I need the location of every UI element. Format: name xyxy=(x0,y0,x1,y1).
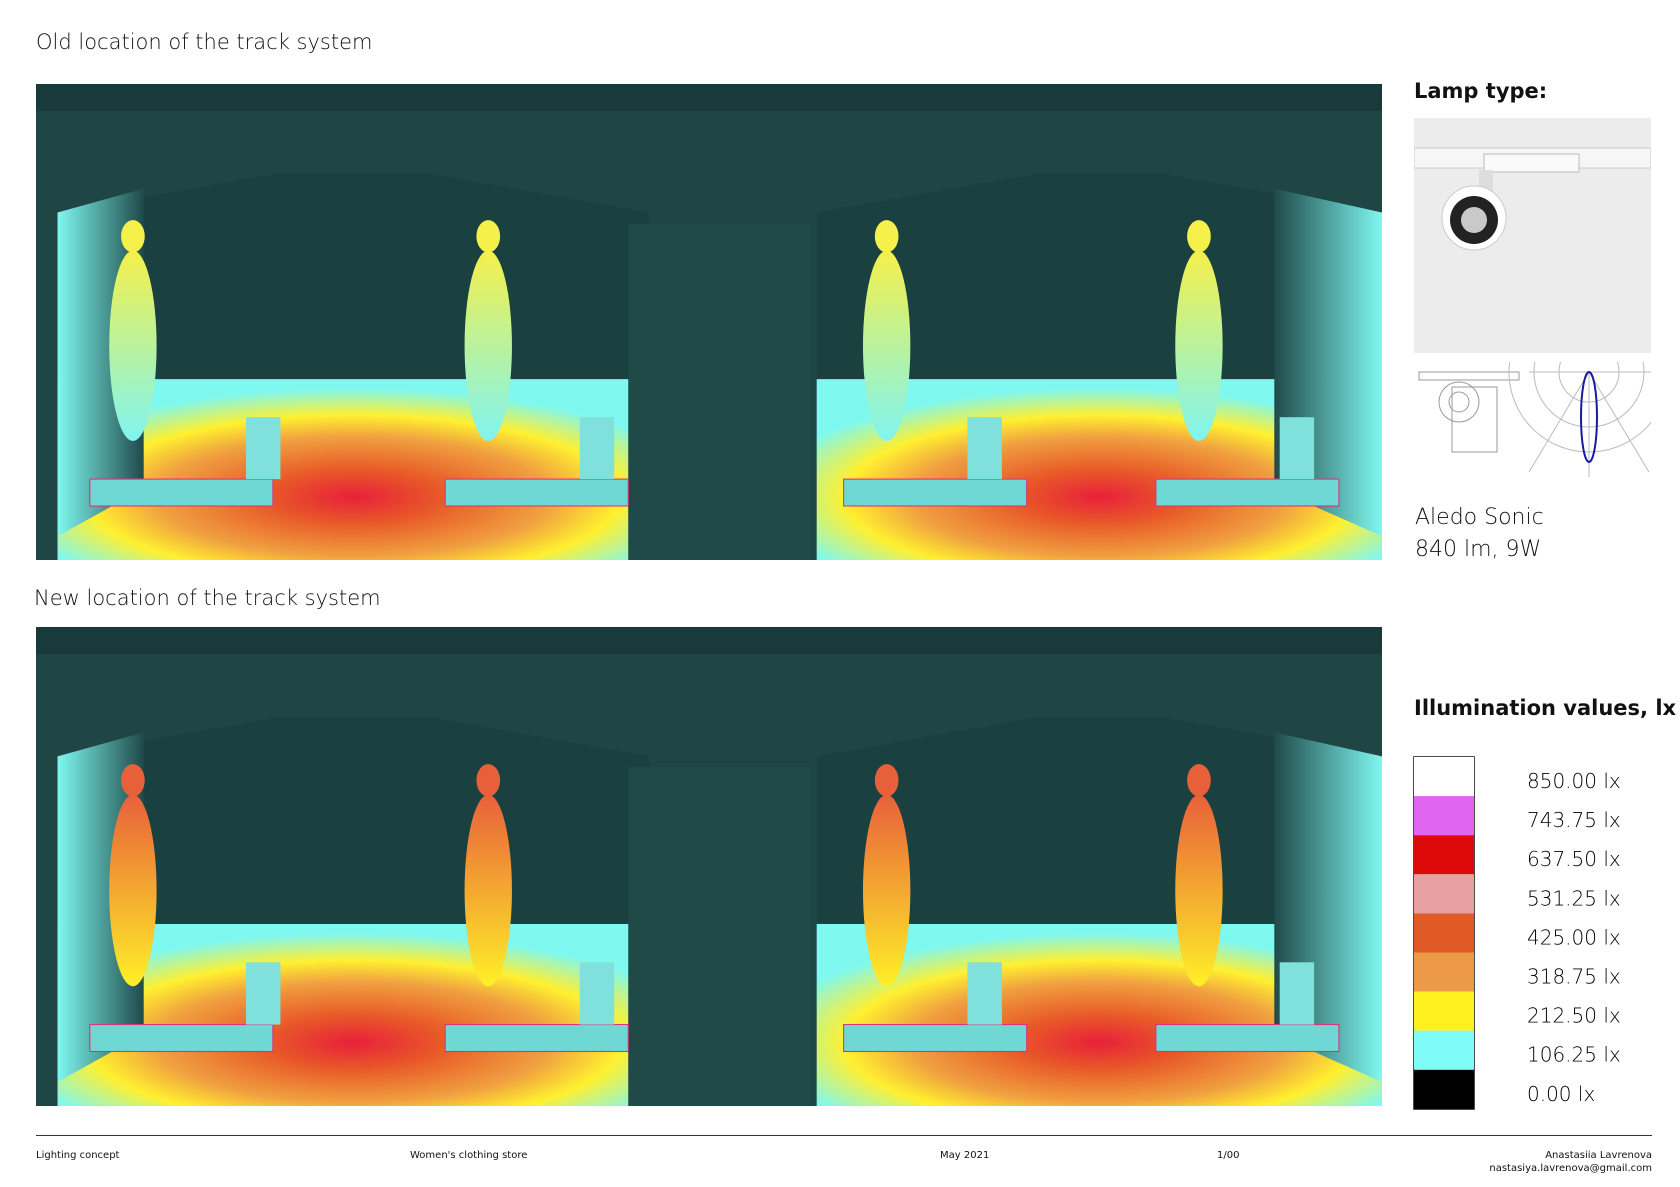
legend-label: 637.50 lx xyxy=(1527,847,1621,871)
figure-body xyxy=(862,250,911,441)
legend-label: 531.25 lx xyxy=(1527,886,1621,910)
legend-swatch xyxy=(1414,757,1474,797)
legend-label: 0.00 lx xyxy=(1527,1082,1595,1106)
figure-body xyxy=(464,794,512,987)
pedestal xyxy=(89,1024,274,1053)
figure-body xyxy=(862,794,911,987)
figure-body xyxy=(109,250,157,441)
legend-swatch xyxy=(1414,835,1474,875)
figure-body xyxy=(464,250,512,441)
pedestal xyxy=(444,478,629,507)
prop xyxy=(579,962,615,1025)
prop xyxy=(1279,962,1315,1025)
figure-head xyxy=(121,764,145,797)
prop xyxy=(245,962,281,1025)
legend-swatch xyxy=(1414,1069,1474,1109)
footer-email: nastasiya.lavrenova@gmail.com xyxy=(1489,1163,1652,1174)
figure-head xyxy=(476,220,501,253)
figure-body xyxy=(109,794,157,987)
column xyxy=(628,224,812,560)
render-old xyxy=(36,84,1382,560)
lamp-heading: Lamp type: xyxy=(1414,79,1548,103)
legend-label: 425.00 lx xyxy=(1527,925,1621,949)
legend-swatch xyxy=(1414,952,1474,992)
lamp-photo xyxy=(1414,118,1651,353)
legend-label: 850.00 lx xyxy=(1527,769,1621,793)
legend-label: 318.75 lx xyxy=(1527,965,1621,989)
legend-swatch xyxy=(1414,796,1474,836)
section-title: Old location of the track system xyxy=(36,30,373,54)
pedestal xyxy=(843,478,1028,507)
pedestal xyxy=(843,1024,1028,1053)
pedestal xyxy=(1155,1024,1340,1053)
legend-label: 212.50 lx xyxy=(1527,1004,1621,1028)
figure-body xyxy=(1175,250,1223,441)
floor xyxy=(57,923,650,1106)
render-new xyxy=(36,627,1382,1106)
legend-label: 106.25 lx xyxy=(1527,1043,1621,1067)
footer-author: Anastasiia Lavrenova xyxy=(1545,1150,1652,1161)
footer-project: Lighting concept xyxy=(36,1150,120,1161)
legend-heading: Illumination values, lx xyxy=(1414,696,1677,720)
lamp-spec: 840 lm, 9W xyxy=(1415,537,1542,562)
figure-head xyxy=(476,764,501,797)
prop xyxy=(579,417,615,480)
prop xyxy=(967,417,1002,480)
legend-swatch xyxy=(1414,874,1474,914)
legend-swatch xyxy=(1414,991,1474,1031)
figure-head xyxy=(121,220,145,253)
floor xyxy=(57,379,650,560)
ceiling xyxy=(36,627,1382,654)
prop xyxy=(1279,417,1315,480)
legend-label: 743.75 lx xyxy=(1527,808,1621,832)
footer-rule xyxy=(36,1135,1652,1136)
footer-subject: Women's clothing store xyxy=(410,1150,528,1161)
figure-head xyxy=(874,220,899,253)
legend-swatch xyxy=(1414,1030,1474,1070)
ceiling xyxy=(36,84,1382,111)
prop xyxy=(245,417,281,480)
prop xyxy=(967,962,1002,1025)
figure-body xyxy=(1175,794,1223,987)
pedestal xyxy=(444,1024,629,1053)
lamp-diagrams xyxy=(1418,362,1651,477)
pedestal xyxy=(89,478,274,507)
figure-head xyxy=(1187,764,1211,797)
section-title: New location of the track system xyxy=(34,586,381,610)
column xyxy=(628,766,812,1106)
figure-head xyxy=(874,764,899,797)
pedestal xyxy=(1155,478,1340,507)
footer-date: May 2021 xyxy=(940,1150,990,1161)
legend-swatch xyxy=(1414,913,1474,953)
legend: 850.00 lx 743.75 lx 637.50 lx 531.25 lx 425.… xyxy=(1413,756,1621,1110)
lamp-name: Aledo Sonic xyxy=(1415,505,1544,530)
footer-sheet: 1/00 xyxy=(1217,1150,1240,1161)
figure-head xyxy=(1187,220,1211,253)
